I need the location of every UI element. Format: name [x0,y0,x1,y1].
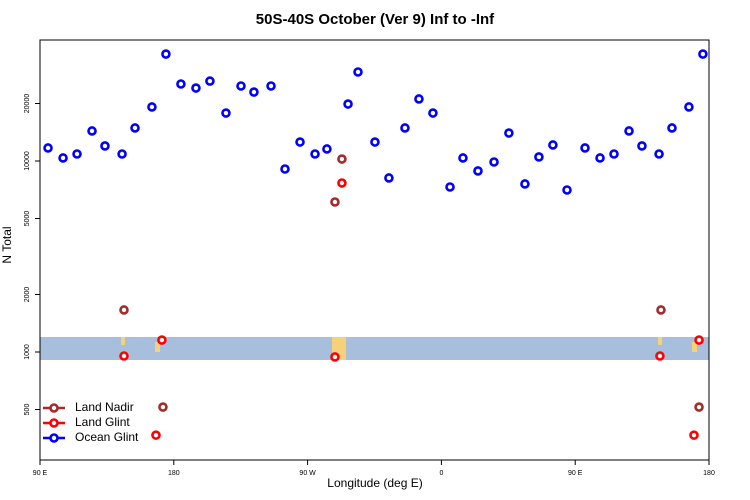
point [400,123,410,133]
legend-label: Ocean Glint [75,430,139,444]
point [520,179,530,189]
legend-marker [49,418,59,428]
y-tick-label: 5000 [24,211,31,227]
x-axis-label: Longitude (deg E) [327,476,422,490]
land-patch [121,337,125,345]
map-strip [40,337,709,360]
point [698,49,708,59]
point [428,108,438,118]
y-tick-label: 2000 [24,287,31,303]
point [667,123,677,133]
y-tick-label: 1000 [24,344,31,360]
point [130,123,140,133]
point [370,137,380,147]
point [176,79,186,89]
point [654,149,664,159]
land-patch [692,342,697,352]
legend-marker [49,403,59,413]
point [266,81,276,91]
x-tick-label: 90 W [299,470,316,477]
point [445,182,455,192]
point [147,102,157,112]
point [694,335,704,345]
point [157,335,167,345]
x-tick-label: 0 [439,470,443,477]
point [694,402,704,412]
point [562,185,572,195]
point [624,126,634,136]
point [353,67,363,77]
point [473,166,483,176]
point [689,430,699,440]
point [221,108,231,118]
point [236,81,246,91]
legend-label: Land Glint [75,415,130,429]
point [337,154,347,164]
point [205,76,215,86]
point [637,141,647,151]
x-tick-label: 90 E [33,470,48,477]
land-patch [155,342,160,352]
point [43,143,53,153]
point [119,305,129,315]
point [280,164,290,174]
point [158,402,168,412]
point [119,351,129,361]
point [684,102,694,112]
y-tick-label: 500 [24,404,31,416]
point [161,49,171,59]
legend-marker [49,433,59,443]
point [337,178,347,188]
point [458,153,468,163]
point [656,305,666,315]
x-tick-label: 90 E [568,470,583,477]
x-tick-label: 180 [703,470,715,477]
plot-frame [39,39,710,461]
point [151,430,161,440]
point [655,351,665,361]
point [87,126,97,136]
point [249,87,259,97]
x-tick-label: 180 [168,470,180,477]
land-patch [658,337,662,345]
point [580,143,590,153]
point [330,352,340,362]
point [534,152,544,162]
point [384,173,394,183]
point [343,99,353,109]
ocean-band [40,337,709,360]
point [330,197,340,207]
y-axis-label: N Total [0,226,14,263]
point [504,128,514,138]
point [58,153,68,163]
point [489,157,499,167]
point [100,141,110,151]
point [548,140,558,150]
chart-title: 50S-40S October (Ver 9) Inf to -Inf [256,11,495,28]
point [414,94,424,104]
point [595,153,605,163]
y-tick-label: 20000 [24,94,31,114]
point [295,137,305,147]
point [609,149,619,159]
point [310,149,320,159]
point [72,149,82,159]
y-tick-label: 10000 [24,151,31,171]
point [117,149,127,159]
legend-label: Land Nadir [75,400,134,414]
point [191,83,201,93]
point [322,144,332,154]
